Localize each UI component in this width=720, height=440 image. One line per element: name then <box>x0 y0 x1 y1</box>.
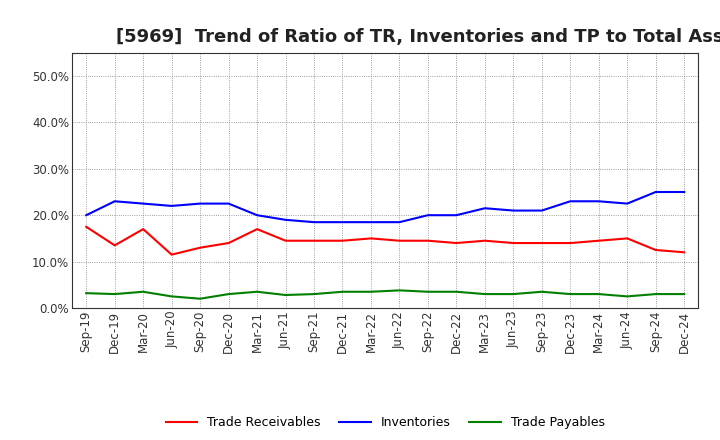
Trade Receivables <box>537 240 546 246</box>
Trade Receivables <box>480 238 489 243</box>
Inventories <box>310 220 318 225</box>
Trade Receivables <box>139 227 148 232</box>
Inventories <box>623 201 631 206</box>
Trade Payables <box>225 291 233 297</box>
Trade Receivables <box>595 238 603 243</box>
Inventories <box>395 220 404 225</box>
Trade Payables <box>139 289 148 294</box>
Trade Payables <box>338 289 347 294</box>
Trade Payables <box>196 296 204 301</box>
Trade Receivables <box>452 240 461 246</box>
Trade Payables <box>509 291 518 297</box>
Trade Payables <box>310 291 318 297</box>
Inventories <box>167 203 176 209</box>
Trade Payables <box>452 289 461 294</box>
Line: Inventories: Inventories <box>86 192 684 222</box>
Inventories <box>366 220 375 225</box>
Line: Trade Receivables: Trade Receivables <box>86 227 684 255</box>
Inventories <box>480 205 489 211</box>
Trade Payables <box>680 291 688 297</box>
Inventories <box>423 213 432 218</box>
Legend: Trade Receivables, Inventories, Trade Payables: Trade Receivables, Inventories, Trade Pa… <box>161 411 610 434</box>
Trade Payables <box>480 291 489 297</box>
Trade Payables <box>652 291 660 297</box>
Inventories <box>225 201 233 206</box>
Inventories <box>82 213 91 218</box>
Inventories <box>566 198 575 204</box>
Trade Receivables <box>253 227 261 232</box>
Trade Receivables <box>282 238 290 243</box>
Trade Payables <box>110 291 119 297</box>
Inventories <box>452 213 461 218</box>
Trade Payables <box>623 294 631 299</box>
Inventories <box>338 220 347 225</box>
Inventories <box>253 213 261 218</box>
Inventories <box>652 189 660 194</box>
Inventories <box>595 198 603 204</box>
Trade Payables <box>395 288 404 293</box>
Trade Payables <box>566 291 575 297</box>
Line: Trade Payables: Trade Payables <box>86 290 684 299</box>
Trade Receivables <box>652 247 660 253</box>
Trade Receivables <box>338 238 347 243</box>
Trade Payables <box>282 292 290 297</box>
Trade Receivables <box>225 240 233 246</box>
Trade Receivables <box>566 240 575 246</box>
Trade Receivables <box>82 224 91 229</box>
Inventories <box>110 198 119 204</box>
Inventories <box>139 201 148 206</box>
Inventories <box>282 217 290 223</box>
Trade Receivables <box>196 245 204 250</box>
Trade Payables <box>253 289 261 294</box>
Trade Receivables <box>310 238 318 243</box>
Trade Payables <box>595 291 603 297</box>
Inventories <box>537 208 546 213</box>
Trade Payables <box>537 289 546 294</box>
Trade Receivables <box>366 236 375 241</box>
Trade Receivables <box>395 238 404 243</box>
Trade Receivables <box>423 238 432 243</box>
Trade Payables <box>366 289 375 294</box>
Trade Receivables <box>623 236 631 241</box>
Trade Receivables <box>509 240 518 246</box>
Trade Receivables <box>110 243 119 248</box>
Trade Receivables <box>680 249 688 255</box>
Trade Receivables <box>167 252 176 257</box>
Inventories <box>509 208 518 213</box>
Inventories <box>680 189 688 194</box>
Trade Payables <box>82 290 91 296</box>
Trade Payables <box>167 294 176 299</box>
Text: [5969]  Trend of Ratio of TR, Inventories and TP to Total Assets: [5969] Trend of Ratio of TR, Inventories… <box>116 28 720 46</box>
Inventories <box>196 201 204 206</box>
Trade Payables <box>423 289 432 294</box>
